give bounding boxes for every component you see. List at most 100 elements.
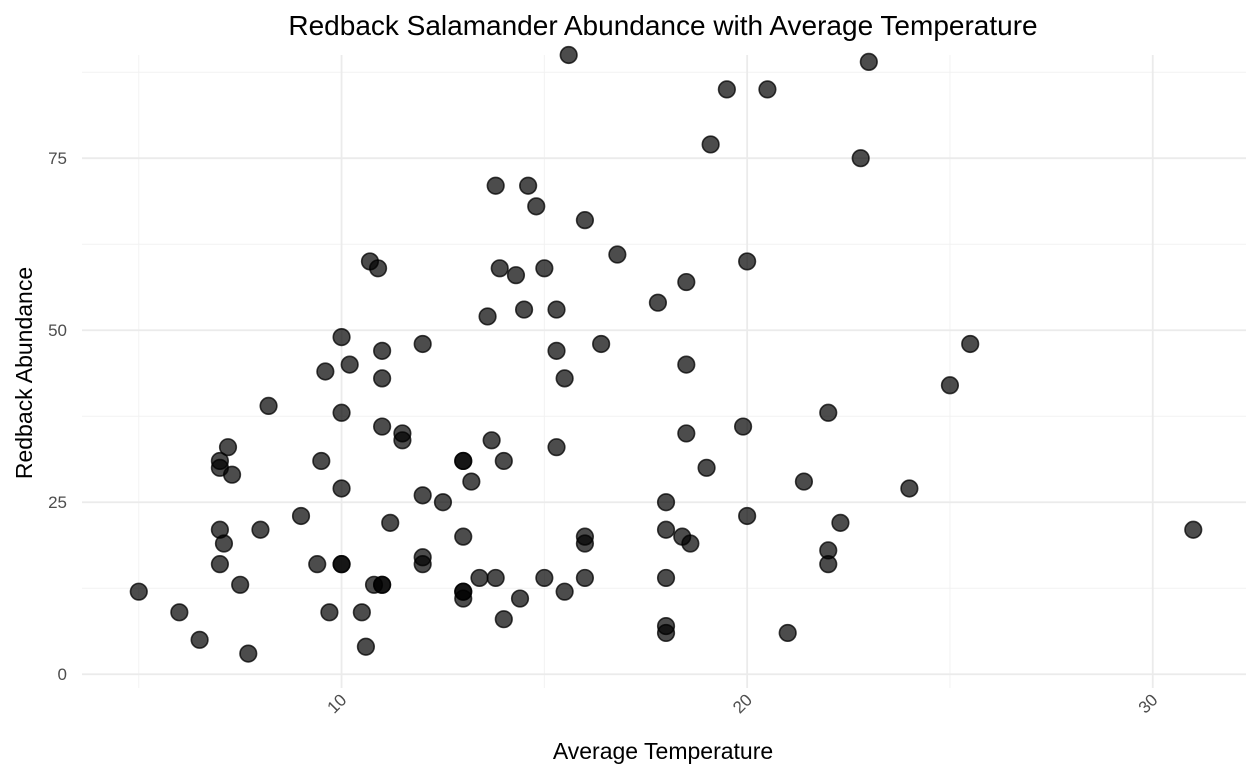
data-point <box>656 568 676 588</box>
data-point <box>555 369 574 388</box>
data-point <box>214 534 234 553</box>
data-point <box>352 603 371 622</box>
data-point <box>794 472 814 491</box>
data-point <box>218 438 238 457</box>
data-point <box>332 479 351 498</box>
data-point <box>506 266 526 285</box>
data-point <box>356 637 376 656</box>
data-point <box>527 197 546 216</box>
data-point <box>251 520 270 539</box>
data-point <box>559 45 578 65</box>
data-point <box>831 513 850 532</box>
data-point <box>697 458 716 477</box>
data-point <box>547 300 566 319</box>
data-point <box>547 438 566 457</box>
data-point <box>738 506 757 526</box>
data-point <box>819 403 838 422</box>
data-point <box>454 451 473 471</box>
data-point <box>170 603 189 622</box>
data-point <box>778 623 797 643</box>
y-tick-label: 0 <box>58 665 67 684</box>
data-point <box>490 259 509 278</box>
data-point <box>677 272 696 292</box>
data-point <box>373 575 392 594</box>
data-point <box>393 424 412 443</box>
data-point <box>381 513 400 532</box>
data-point <box>259 396 278 416</box>
data-point <box>129 582 148 601</box>
chart-title: Redback Salamander Abundance with Averag… <box>288 10 1037 41</box>
data-point <box>608 245 627 264</box>
data-point <box>190 630 209 649</box>
y-axis-tick-labels: 0 25 50 75 <box>48 149 67 684</box>
data-point <box>239 644 258 663</box>
x-axis-title: Average Temperature <box>553 738 773 764</box>
data-point <box>535 568 554 588</box>
data-point <box>1184 520 1203 539</box>
data-point <box>758 80 777 99</box>
data-point <box>677 424 696 443</box>
data-point <box>494 451 513 471</box>
data-point <box>373 369 392 388</box>
data-point <box>312 451 331 471</box>
data-point <box>413 486 432 505</box>
data-point <box>332 403 351 422</box>
data-point <box>851 149 870 168</box>
data-point <box>656 520 676 539</box>
data-point <box>316 362 335 381</box>
data-point <box>433 493 453 512</box>
data-point <box>308 555 327 574</box>
data-point <box>961 334 980 354</box>
data-point <box>413 548 432 567</box>
data-point <box>373 417 392 436</box>
data-point <box>519 176 538 195</box>
data-point <box>514 300 534 319</box>
data-point <box>819 541 838 560</box>
y-tick-label: 25 <box>48 493 67 512</box>
data-point <box>859 52 878 71</box>
data-point <box>482 431 501 450</box>
data-point <box>575 211 595 230</box>
data-point <box>656 616 676 636</box>
data-point <box>510 589 530 608</box>
data-points <box>129 45 1203 663</box>
data-point <box>462 472 481 491</box>
data-point <box>701 135 720 154</box>
data-point <box>677 355 696 374</box>
data-point <box>656 493 676 512</box>
y-tick-label: 75 <box>48 149 67 168</box>
data-point <box>332 555 351 574</box>
data-point <box>547 341 566 360</box>
data-point <box>332 327 351 347</box>
data-point <box>575 527 595 546</box>
data-point <box>486 568 505 588</box>
data-point <box>320 603 339 622</box>
data-point <box>340 355 359 374</box>
data-point <box>494 610 513 629</box>
data-point <box>681 534 700 553</box>
data-point <box>291 506 311 526</box>
data-point <box>231 575 250 594</box>
data-point <box>575 568 595 588</box>
data-point <box>535 259 554 278</box>
data-point <box>210 555 229 574</box>
data-point <box>900 479 919 498</box>
y-axis-title: Redback Abundance <box>11 267 37 479</box>
data-point <box>454 527 473 546</box>
data-point <box>222 465 242 484</box>
data-point <box>470 568 489 588</box>
data-point <box>373 341 392 360</box>
data-point <box>454 582 473 601</box>
data-point <box>717 80 736 99</box>
data-point <box>738 252 757 271</box>
data-point <box>413 334 432 354</box>
data-point <box>648 293 668 312</box>
y-tick-label: 50 <box>48 321 67 340</box>
data-point <box>555 582 574 601</box>
data-point <box>486 176 505 195</box>
data-point <box>478 307 497 326</box>
data-point <box>733 417 753 436</box>
data-point <box>940 376 960 395</box>
